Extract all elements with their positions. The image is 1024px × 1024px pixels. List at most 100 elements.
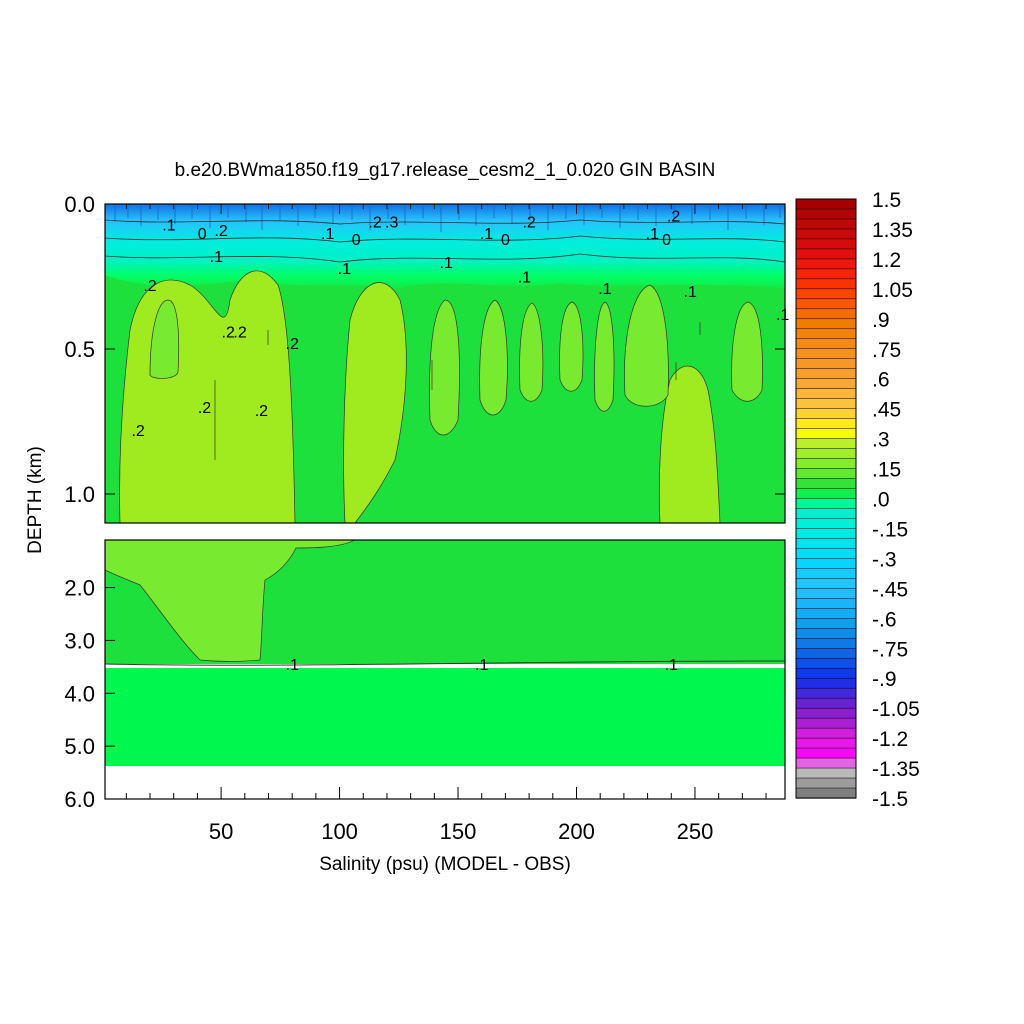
contour-label: .1: [475, 657, 488, 674]
contour-label: .1: [338, 261, 351, 278]
contour-label: .2: [286, 336, 299, 353]
colorbar-swatch: [795, 508, 857, 520]
contour-label: .1: [321, 226, 334, 243]
y-tick-label: 6.0: [64, 787, 95, 812]
colorbar-swatch: [795, 458, 857, 470]
colorbar-swatch: [795, 208, 857, 220]
deep-water-region: [105, 668, 785, 766]
colorbar-swatch: [795, 268, 857, 280]
x-tick-label: 100: [321, 819, 358, 844]
y-tick-label: 1.0: [64, 482, 95, 507]
colorbar-swatch: [795, 757, 857, 769]
colorbar-label: .45: [872, 399, 901, 422]
colorbar-label: .0: [872, 489, 890, 512]
colorbar-swatch: [795, 408, 857, 420]
colorbar-swatch: [795, 428, 857, 440]
contour-label: .1: [684, 284, 697, 301]
colorbar-label: 1.2: [872, 249, 901, 272]
contour-label: .2: [667, 209, 680, 226]
colorbar-label: .75: [872, 339, 901, 362]
shallow-isolines: [105, 219, 785, 263]
colorbar-label: -1.05: [872, 698, 920, 721]
colorbar-swatch: [795, 608, 857, 619]
colorbar-swatch: [795, 518, 857, 530]
colorbar-swatch: [795, 667, 857, 679]
colorbar-label: -.6: [872, 608, 897, 631]
colorbar-swatch: [795, 717, 857, 729]
colorbar-label: 1.05: [872, 279, 913, 302]
surface-cold-layer: [105, 204, 785, 294]
lower-panel: [105, 540, 785, 799]
colorbar-label: -.9: [872, 668, 897, 691]
colorbar-swatch: [795, 328, 857, 340]
colorbar-label: 1.5: [872, 189, 901, 212]
colorbar-swatch: [795, 398, 857, 410]
contour-label: .1: [518, 270, 531, 287]
colorbar-swatch: [795, 628, 857, 639]
colorbar-swatch: [795, 358, 857, 370]
colorbar-swatch: [795, 238, 857, 250]
colorbar-label: 1.35: [872, 219, 913, 242]
contour-label: .1: [210, 249, 223, 266]
colorbar-label: .6: [872, 369, 890, 392]
contour-label: .2: [368, 214, 381, 231]
contour-labels: .10.2.1.1 0.2.3.1.1.1 0.2.1.1 0.2.1.1.1.2.2…: [131, 209, 789, 675]
colorbar-swatch: [795, 737, 857, 749]
colorbar-swatch: [795, 787, 857, 799]
colorbar-swatch: [795, 648, 857, 659]
colorbar-label: -1.2: [872, 728, 908, 751]
y-tick-label: 5.0: [64, 734, 95, 759]
colorbar-swatch: [795, 727, 857, 739]
colorbar-label: .9: [872, 309, 890, 332]
contour-label: .2: [143, 278, 156, 295]
contour-label: 0: [662, 232, 671, 249]
colorbar-swatch: [795, 468, 857, 480]
isoline-0.1: [105, 660, 785, 666]
colorbar-swatch: [795, 488, 857, 500]
colorbar-swatch: [795, 198, 857, 210]
contour-label: .3: [385, 214, 398, 231]
colorbar-swatch: [795, 418, 857, 430]
contour-label: .1: [440, 255, 453, 272]
colorbar-swatch: [795, 528, 857, 540]
colorbar-swatch: [795, 618, 857, 629]
x-tick-label: 200: [558, 819, 595, 844]
colorbar-swatch: [795, 368, 857, 380]
surface-streaks: [114, 206, 781, 232]
contour-label: .2: [222, 325, 235, 342]
colorbar-swatch: [795, 478, 857, 490]
colorbar-swatch: [795, 598, 857, 609]
y-tick-label: 0.0: [64, 192, 95, 217]
y-tick-label: 0.5: [64, 337, 95, 362]
deep-isolines: [214, 322, 701, 460]
contour-label: .1: [665, 657, 678, 674]
colorbar-label: -1.35: [872, 758, 920, 781]
x-axis-label: Salinity (psu) (MODEL - OBS): [319, 854, 571, 875]
y-tick-label: 4.0: [64, 681, 95, 706]
colorbar-swatch: [795, 538, 857, 550]
contour-label: .1: [286, 657, 299, 674]
colorbar-swatch: [795, 588, 857, 599]
contour-label: .2: [255, 403, 268, 420]
colorbar-label: -1.5: [872, 788, 908, 811]
colorbar-swatch: [795, 677, 857, 689]
colorbar-frame: [795, 198, 857, 799]
light-green-columns: [149, 284, 763, 436]
colorbar-swatch: [795, 318, 857, 330]
colorbar-swatch: [795, 777, 857, 789]
y-axis: 0.0 0.5 1.0 2.0 3.0 4.0 5.0 6.0: [64, 192, 785, 812]
x-axis: 50 100 150 200 250: [125, 204, 767, 844]
contour-label: .1: [646, 226, 659, 243]
contour-label: 0: [352, 232, 361, 249]
contour-label: .2: [233, 325, 246, 342]
colorbar-swatch: [795, 218, 857, 230]
contour-label: .1: [480, 226, 493, 243]
y-tick-label: 3.0: [64, 628, 95, 653]
colorbar-swatch: [795, 568, 857, 580]
colorbar-label: .15: [872, 459, 901, 482]
y-tick-label: 2.0: [64, 576, 95, 601]
chart-title: b.e20.BWma1850.f19_g17.release_cesm2_1_0…: [175, 160, 716, 181]
x-tick-label: 150: [440, 819, 477, 844]
colorbar-swatch: [795, 548, 857, 560]
colorbar-swatch: [795, 448, 857, 460]
